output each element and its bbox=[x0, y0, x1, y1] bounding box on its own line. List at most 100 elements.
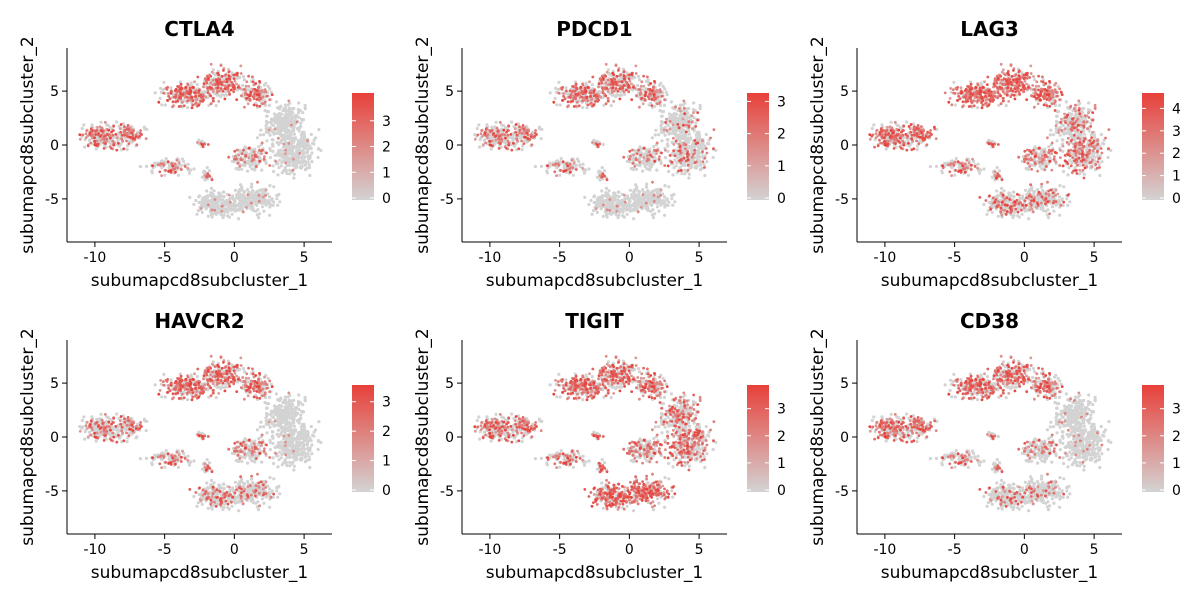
cell-point bbox=[581, 83, 585, 87]
cell-point bbox=[701, 139, 704, 143]
cell-point bbox=[118, 127, 122, 131]
cell-point bbox=[484, 141, 487, 145]
cell-point bbox=[683, 172, 687, 176]
cell-point bbox=[655, 205, 660, 209]
cell-point bbox=[704, 132, 708, 137]
cell-point bbox=[671, 173, 675, 177]
cell-point bbox=[558, 173, 562, 177]
legend-tick-label: 0 bbox=[777, 191, 786, 207]
cell-point bbox=[250, 185, 254, 189]
cell-point bbox=[604, 94, 608, 98]
cell-point bbox=[251, 80, 255, 84]
cell-point bbox=[299, 156, 303, 160]
cell-point bbox=[632, 153, 636, 157]
cell-point bbox=[627, 77, 631, 81]
cell-point bbox=[503, 133, 506, 137]
cell-point bbox=[100, 126, 104, 130]
cell-point bbox=[1092, 133, 1096, 137]
cell-point bbox=[221, 198, 225, 202]
cell-point bbox=[202, 82, 206, 86]
cell-point bbox=[303, 106, 307, 110]
cell-point bbox=[204, 201, 208, 205]
cell-point bbox=[279, 148, 283, 152]
cell-point bbox=[289, 114, 293, 118]
cell-point bbox=[636, 74, 641, 79]
cell-point bbox=[238, 75, 242, 80]
cell-point bbox=[295, 143, 299, 147]
cell-point bbox=[207, 169, 212, 173]
cell-point bbox=[297, 129, 301, 133]
cell-point bbox=[157, 100, 161, 104]
cell-point bbox=[223, 97, 227, 101]
cell-point bbox=[690, 143, 694, 147]
cell-point bbox=[667, 132, 671, 136]
cell-point bbox=[1080, 107, 1084, 111]
cell-point bbox=[268, 148, 272, 152]
cell-point bbox=[82, 123, 86, 127]
cell-point bbox=[78, 133, 82, 137]
cell-point bbox=[190, 106, 194, 110]
cell-point bbox=[310, 151, 314, 155]
cell-point bbox=[571, 166, 574, 170]
cell-point bbox=[612, 191, 616, 195]
cell-point bbox=[1066, 173, 1070, 177]
cell-point bbox=[1056, 84, 1060, 88]
cell-point bbox=[642, 159, 646, 163]
cell-point bbox=[605, 212, 609, 216]
cell-point bbox=[91, 129, 94, 133]
cell-point bbox=[123, 133, 126, 137]
cell-point bbox=[660, 94, 664, 98]
cell-point bbox=[276, 203, 280, 207]
cell-point bbox=[559, 157, 563, 161]
cell-point bbox=[685, 139, 689, 143]
cell-point bbox=[211, 78, 215, 82]
cell-point bbox=[646, 190, 650, 194]
cell-point bbox=[552, 100, 556, 104]
cell-point bbox=[220, 74, 224, 78]
cell-point bbox=[150, 171, 154, 175]
cell-point bbox=[598, 170, 602, 174]
cell-point bbox=[619, 93, 624, 97]
x-tick-label: -10 bbox=[478, 250, 501, 266]
cell-point bbox=[267, 195, 272, 199]
cell-point bbox=[303, 103, 307, 107]
cell-point bbox=[658, 108, 662, 113]
cell-point bbox=[872, 123, 876, 127]
cell-point bbox=[268, 184, 272, 188]
cell-point bbox=[1056, 110, 1061, 114]
cell-point bbox=[648, 147, 652, 151]
cell-point bbox=[86, 144, 90, 148]
cell-point bbox=[1087, 101, 1091, 105]
cell-point bbox=[120, 138, 124, 142]
cell-point bbox=[674, 139, 678, 143]
cell-point bbox=[473, 137, 477, 141]
cell-point bbox=[235, 98, 239, 101]
cell-point bbox=[585, 106, 589, 110]
cell-point bbox=[267, 128, 271, 132]
cell-point bbox=[207, 77, 210, 80]
cell-point bbox=[673, 200, 677, 204]
cell-point bbox=[122, 147, 126, 151]
cell-point bbox=[581, 99, 584, 103]
cell-point bbox=[688, 166, 692, 170]
cell-point bbox=[255, 203, 259, 207]
cell-point bbox=[284, 148, 287, 152]
cell-point bbox=[190, 96, 194, 100]
cell-point bbox=[650, 136, 654, 140]
cell-point bbox=[615, 74, 619, 78]
cell-point bbox=[618, 210, 622, 214]
cell-point bbox=[188, 91, 192, 95]
cell-point bbox=[687, 176, 691, 180]
cell-point bbox=[684, 147, 687, 151]
cell-point bbox=[639, 92, 642, 96]
cell-point bbox=[134, 135, 138, 138]
cell-point bbox=[557, 80, 561, 84]
cell-point bbox=[294, 136, 298, 140]
cell-point bbox=[279, 104, 283, 108]
cell-point bbox=[263, 108, 267, 113]
cell-point bbox=[585, 96, 589, 100]
cell-point bbox=[634, 64, 638, 68]
legend-tick-label: 2 bbox=[777, 127, 786, 143]
cell-point bbox=[209, 74, 213, 78]
cell-point bbox=[252, 103, 256, 107]
